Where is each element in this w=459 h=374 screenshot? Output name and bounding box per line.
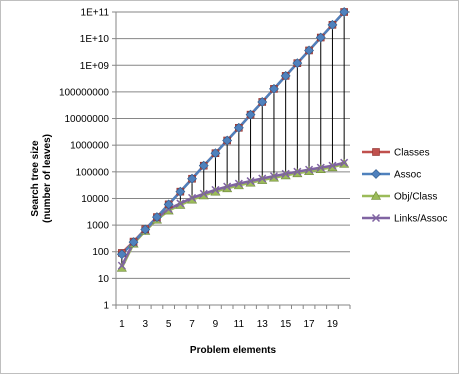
x-tick-label: 7 (189, 319, 195, 330)
data-point-links-assoc (305, 165, 314, 174)
data-point-links-assoc (246, 177, 255, 186)
y-tick-label: 1E+09 (80, 61, 110, 72)
x-tick-label: 9 (213, 319, 219, 330)
data-point-assoc (222, 135, 233, 146)
data-point-links-assoc (223, 182, 232, 191)
data-point-assoc (140, 224, 151, 235)
x-axis-title: Problem elements (190, 345, 277, 356)
y-tick-label: 1000 (87, 221, 110, 232)
data-point-links-assoc (176, 199, 185, 208)
data-point-assoc (304, 45, 314, 56)
y-tick-label: 100000 (76, 167, 110, 178)
legend-marker-assoc (371, 169, 381, 179)
y-axis-title-line-1: Search tree size (30, 140, 41, 217)
data-point-assoc (152, 212, 162, 222)
data-point-assoc (128, 237, 139, 248)
data-point-links-assoc (199, 189, 208, 198)
y-tick-label: 10 (98, 274, 110, 285)
data-point-assoc (175, 186, 186, 197)
data-point-assoc (269, 83, 279, 94)
data-point-assoc (116, 249, 127, 260)
y-tick-label: 100000000 (59, 87, 109, 98)
data-point-assoc (210, 148, 221, 159)
y-tick-label: 1E+11 (81, 8, 110, 19)
y-tick-label: 1 (103, 301, 109, 312)
x-tick-label: 11 (234, 319, 245, 330)
legend-label-links-assoc: Links/Assoc (394, 214, 447, 225)
data-point-assoc (233, 122, 244, 133)
y-tick-label: 10000 (81, 194, 109, 205)
x-tick-label: 17 (303, 319, 315, 330)
legend-label-assoc: Assoc (394, 170, 421, 181)
data-point-links-assoc (188, 193, 197, 202)
data-point-assoc (339, 7, 350, 17)
data-point-assoc (327, 19, 338, 30)
data-point-links-assoc (234, 179, 243, 188)
y-tick-label: 10000000 (65, 114, 110, 125)
y-tick-label: 1E+10 (80, 34, 110, 45)
y-tick-label: 100 (92, 247, 109, 258)
x-tick-label: 15 (280, 319, 292, 330)
data-point-assoc (315, 32, 326, 43)
data-point-links-assoc (293, 167, 302, 176)
x-tick-label: 1 (119, 319, 125, 330)
data-point-links-assoc (117, 261, 126, 270)
x-tick-label: 19 (327, 319, 339, 330)
legend-label-classes: Classes (394, 148, 430, 159)
data-point-assoc (292, 58, 303, 69)
y-axis-title-line-2: (number of leaves) (42, 134, 53, 223)
x-tick-labels: 1 3 5 7 9 11 13 15 17 19 (119, 319, 338, 330)
axes (115, 12, 350, 306)
x-tick-label: 3 (142, 319, 148, 330)
y-axis-title: Search tree size (number of leaves) (30, 134, 53, 223)
data-point-assoc (257, 97, 268, 107)
drop-lines (121, 12, 345, 268)
series-markers (116, 7, 350, 272)
legend-marker-links-assoc (371, 213, 381, 223)
gridlines (112, 11, 351, 309)
data-point-obj-class (116, 262, 127, 272)
legend-marker-obj-class (370, 190, 382, 200)
data-point-links-assoc (328, 161, 337, 170)
y-tick-label: 1000000 (70, 141, 109, 152)
data-point-assoc (163, 199, 174, 210)
data-point-assoc (187, 173, 197, 184)
legend-marker-classes (372, 148, 380, 156)
data-point-assoc (198, 160, 209, 171)
data-point-assoc (245, 109, 256, 120)
data-point-links-assoc (258, 174, 267, 183)
legend-label-obj-class: Obj/Class (394, 192, 437, 203)
data-point-links-assoc (316, 163, 325, 172)
legend: Classes Assoc Obj/Class Links/Assoc (362, 148, 447, 225)
data-point-links-assoc (269, 172, 278, 181)
data-point-links-assoc (340, 158, 349, 167)
data-point-links-assoc (281, 169, 290, 178)
x-tick-label: 5 (166, 319, 172, 330)
data-point-assoc (280, 70, 291, 81)
y-tick-labels: 1 10 100 1000 10000 100000 1000000 10000000 1000… (59, 8, 110, 312)
data-point-links-assoc (211, 185, 220, 194)
x-tick-label: 13 (257, 319, 269, 330)
